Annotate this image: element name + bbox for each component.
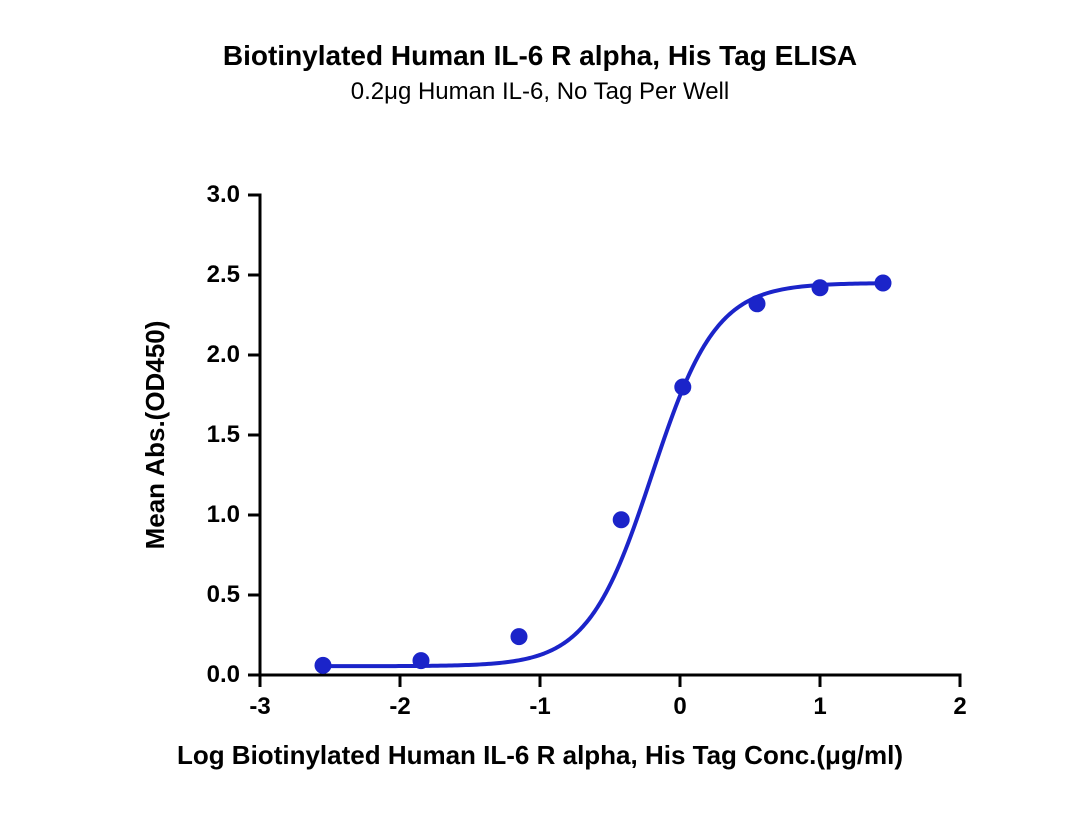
ytick-label: 3.0 (180, 181, 240, 209)
ytick-label: 2.5 (180, 261, 240, 289)
ytick-label: 0.5 (180, 581, 240, 609)
ytick-label: 1.5 (180, 421, 240, 449)
xtick-label: 0 (650, 693, 710, 721)
xtick-label: -3 (230, 693, 290, 721)
xtick-label: 2 (930, 693, 990, 721)
chart-container: Biotinylated Human IL-6 R alpha, His Tag… (0, 0, 1080, 838)
xtick-label: -2 (370, 693, 430, 721)
xtick-label: -1 (510, 693, 570, 721)
xtick-label: 1 (790, 693, 850, 721)
ytick-label: 1.0 (180, 501, 240, 529)
ytick-label: 2.0 (180, 341, 240, 369)
ytick-label: 0.0 (180, 661, 240, 689)
